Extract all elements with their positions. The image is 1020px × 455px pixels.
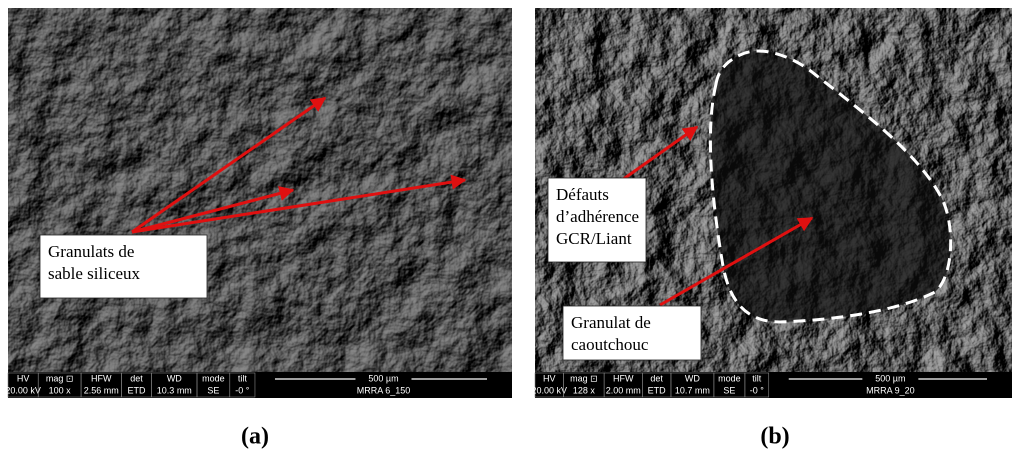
annotation-text: caoutchouc	[571, 335, 649, 354]
databar-value: ETD	[648, 385, 667, 395]
databar-value: 10.7 mm	[675, 385, 710, 395]
annotation-text: d’adhérence	[556, 207, 639, 226]
databar-value: 20.00 kV	[532, 385, 568, 395]
databar-header: mag ⊡	[46, 373, 74, 383]
databar-value: 2.00 mm	[606, 385, 641, 395]
databar-value: -0 °	[235, 385, 250, 395]
image-id: MRRA 9_20	[866, 385, 915, 395]
databar-header: HV	[543, 373, 556, 383]
panel: Défauts d’adhérence GCR/Liant Granulat de ca…	[532, 8, 1012, 450]
databar-value: -0 °	[750, 385, 765, 395]
databar-header: det	[650, 373, 663, 383]
databar-value: 100 x	[49, 385, 72, 395]
databar-value: 20.00 kV	[5, 385, 41, 395]
databar-value: SE	[207, 385, 219, 395]
databar-value: ETD	[128, 385, 147, 395]
annotation-text: Granulat de	[571, 313, 651, 332]
databar-header: mode	[202, 373, 225, 383]
databar-header: mode	[718, 373, 741, 383]
annotation-text: GCR/Liant	[556, 229, 632, 248]
image-shade	[8, 8, 512, 372]
panel-caption: (a)	[241, 424, 269, 450]
scale-label: 500 µm	[875, 373, 905, 383]
databar-header: mag ⊡	[570, 373, 598, 383]
databar-header: tilt	[238, 373, 247, 383]
databar-value: 128 x	[573, 385, 596, 395]
databar-header: WD	[167, 373, 182, 383]
annotation-text: sable siliceux	[48, 264, 141, 283]
figure: Granulats desable siliceuxHV20.00 kVmag …	[0, 0, 1020, 455]
databar-value: 10.3 mm	[157, 385, 192, 395]
databar-header: HFW	[613, 373, 634, 383]
annotation-text: Granulats de	[48, 242, 134, 261]
databar-value: 2.56 mm	[84, 385, 119, 395]
databar-header: HV	[17, 373, 30, 383]
image-id: MRRA 6_150	[357, 385, 411, 395]
scale-label: 500 µm	[368, 373, 398, 383]
databar-value: SE	[723, 385, 735, 395]
panel: Granulats de sable siliceux HV 20.00 kV mag …	[5, 8, 512, 450]
databar-header: HFW	[91, 373, 112, 383]
databar-header: WD	[685, 373, 700, 383]
databar-header: det	[130, 373, 143, 383]
annotation-text: Défauts	[556, 185, 609, 204]
databar-header: tilt	[752, 373, 761, 383]
panel-caption: (b)	[760, 424, 789, 450]
